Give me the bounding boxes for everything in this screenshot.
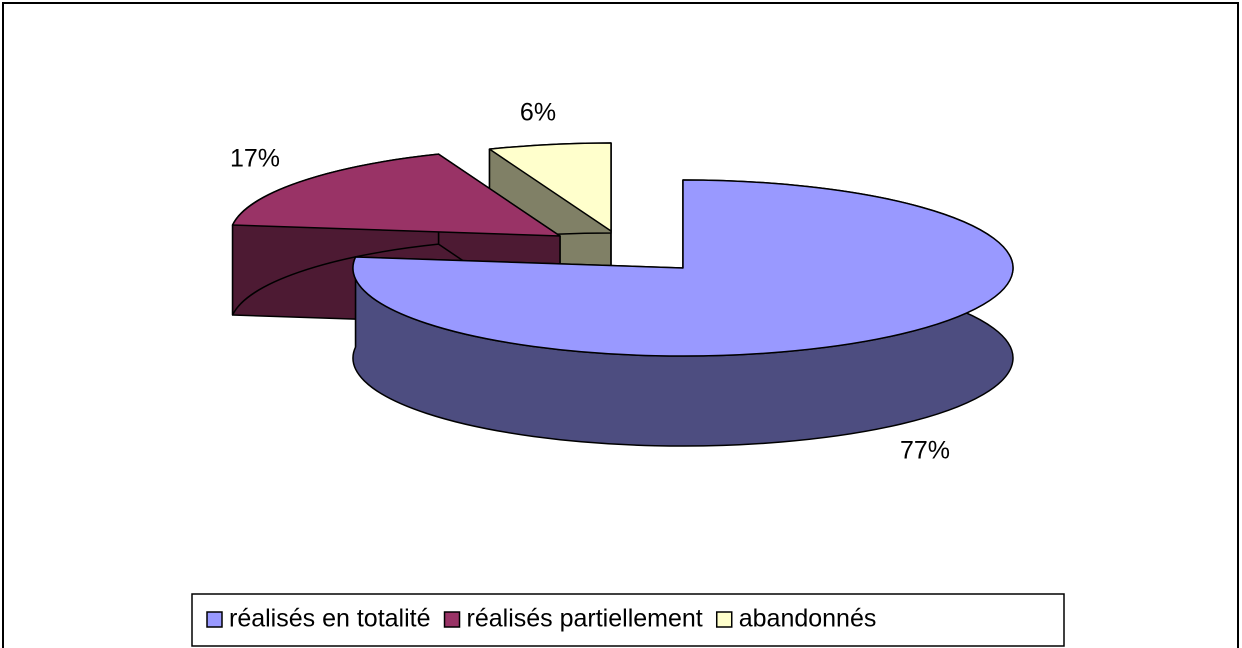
legend-label: réalisés en totalité (229, 605, 431, 633)
data-label: 6% (520, 99, 556, 127)
legend: réalisés en totalité réalisés partielleme… (206, 605, 877, 633)
legend-swatch (443, 611, 461, 628)
slice (488, 142, 612, 232)
data-label: 77% (900, 437, 950, 465)
legend-label: réalisés partiellement (467, 605, 703, 633)
legend-swatch (715, 611, 733, 628)
data-label: 17% (230, 145, 280, 173)
legend-swatch (206, 611, 223, 628)
slice (352, 179, 1014, 357)
slice (231, 153, 561, 237)
legend-label: abandonnés (739, 605, 877, 633)
pie (231, 142, 1014, 447)
legend-box (191, 593, 1065, 647)
